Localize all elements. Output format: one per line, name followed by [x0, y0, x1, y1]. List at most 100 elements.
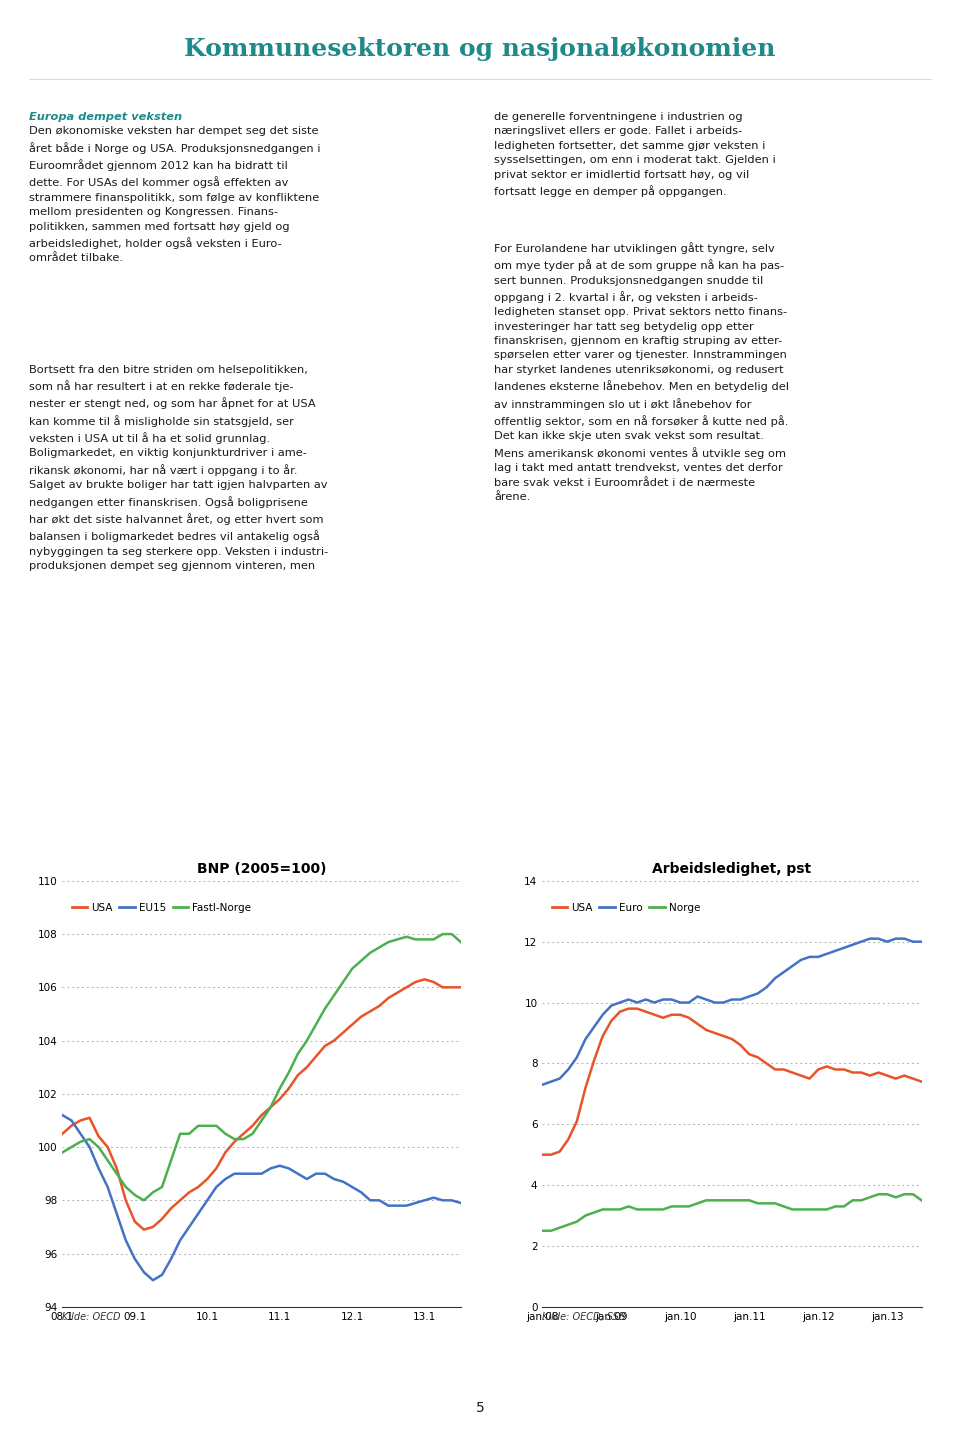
- Fastl-Norge: [446, 926, 458, 943]
- USA: [310, 1048, 322, 1066]
- Fastl-Norge: [255, 1112, 267, 1129]
- USA: [192, 1178, 204, 1196]
- Norge: [658, 1201, 669, 1219]
- USA: [658, 1009, 669, 1027]
- Norge: [769, 1194, 780, 1212]
- Euro: [640, 991, 652, 1008]
- EU15: [210, 1178, 222, 1196]
- Text: Kommunesektoren og nasjonaløkonomien: Kommunesektoren og nasjonaløkonomien: [184, 38, 776, 61]
- Fastl-Norge: [202, 1118, 213, 1135]
- USA: [718, 1027, 730, 1044]
- Norge: [890, 1188, 901, 1206]
- EU15: [328, 1171, 340, 1188]
- USA: [129, 1213, 140, 1230]
- EU15: [238, 1165, 250, 1183]
- Norge: [812, 1201, 824, 1219]
- USA: [383, 989, 395, 1006]
- Euro: [606, 996, 617, 1014]
- Euro: [666, 991, 678, 1008]
- USA: [614, 1004, 626, 1021]
- Text: Bortsett fra den bitre striden om helsepolitikken,
som nå har resultert i at en : Bortsett fra den bitre striden om helsep…: [29, 365, 328, 570]
- EU15: [138, 1264, 150, 1281]
- USA: [597, 1027, 609, 1044]
- Norge: [554, 1219, 565, 1236]
- Euro: [726, 991, 737, 1008]
- Euro: [580, 1031, 591, 1048]
- Euro: [855, 933, 867, 950]
- EU15: [192, 1204, 204, 1222]
- Euro: [890, 930, 901, 947]
- Norge: [734, 1191, 746, 1209]
- USA: [165, 1200, 177, 1217]
- USA: [899, 1067, 910, 1084]
- Norge: [675, 1197, 686, 1214]
- EU15: [165, 1251, 177, 1268]
- Euro: [709, 993, 721, 1011]
- USA: [365, 1002, 376, 1019]
- Euro: [752, 985, 763, 1002]
- EU15: [274, 1157, 285, 1174]
- USA: [265, 1099, 276, 1116]
- Fastl-Norge: [310, 1017, 322, 1034]
- Fastl-Norge: [274, 1080, 285, 1097]
- USA: [419, 970, 430, 988]
- Euro: [554, 1070, 565, 1087]
- Text: Kilde: OECD: Kilde: OECD: [62, 1311, 121, 1321]
- EU15: [365, 1191, 376, 1209]
- Legend: USA, Euro, Norge: USA, Euro, Norge: [547, 898, 705, 917]
- Euro: [571, 1048, 583, 1066]
- EU15: [400, 1197, 412, 1214]
- USA: [537, 1147, 548, 1164]
- Norge: [786, 1201, 798, 1219]
- EU15: [156, 1266, 168, 1284]
- Norge: [907, 1186, 919, 1203]
- Text: Den økonomiske veksten har dempet seg det siste
året både i Norge og USA. Produk: Den økonomiske veksten har dempet seg de…: [29, 127, 321, 263]
- Fastl-Norge: [301, 1032, 313, 1050]
- USA: [400, 979, 412, 996]
- Fastl-Norge: [156, 1178, 168, 1196]
- Fastl-Norge: [210, 1118, 222, 1135]
- Title: BNP (2005=100): BNP (2005=100): [197, 862, 326, 875]
- USA: [202, 1171, 213, 1188]
- USA: [752, 1048, 763, 1066]
- Norge: [666, 1197, 678, 1214]
- Fastl-Norge: [165, 1152, 177, 1170]
- Norge: [916, 1191, 927, 1209]
- USA: [666, 1006, 678, 1024]
- USA: [410, 973, 421, 991]
- USA: [274, 1090, 285, 1108]
- Fastl-Norge: [455, 933, 467, 950]
- Euro: [545, 1073, 557, 1090]
- USA: [65, 1118, 77, 1135]
- Euro: [701, 991, 712, 1008]
- USA: [337, 1024, 348, 1041]
- Euro: [907, 933, 919, 950]
- Norge: [623, 1197, 635, 1214]
- EU15: [410, 1194, 421, 1212]
- USA: [778, 1061, 789, 1079]
- EU15: [320, 1165, 331, 1183]
- USA: [829, 1061, 841, 1079]
- Line: Fastl-Norge: Fastl-Norge: [62, 934, 461, 1200]
- Euro: [649, 993, 660, 1011]
- USA: [554, 1144, 565, 1161]
- Euro: [614, 993, 626, 1011]
- USA: [821, 1058, 832, 1076]
- Line: Euro: Euro: [542, 939, 922, 1084]
- USA: [838, 1061, 850, 1079]
- Text: 5: 5: [475, 1401, 485, 1415]
- USA: [632, 999, 643, 1017]
- USA: [111, 1160, 123, 1177]
- EU15: [120, 1232, 132, 1249]
- USA: [292, 1067, 303, 1084]
- Fastl-Norge: [129, 1187, 140, 1204]
- Fastl-Norge: [93, 1138, 105, 1155]
- Fastl-Norge: [120, 1178, 132, 1196]
- USA: [881, 1067, 893, 1084]
- Fastl-Norge: [192, 1118, 204, 1135]
- USA: [804, 1070, 815, 1087]
- Fastl-Norge: [65, 1138, 77, 1155]
- EU15: [228, 1165, 240, 1183]
- USA: [183, 1184, 195, 1201]
- Legend: USA, EU15, Fastl-Norge: USA, EU15, Fastl-Norge: [67, 898, 255, 917]
